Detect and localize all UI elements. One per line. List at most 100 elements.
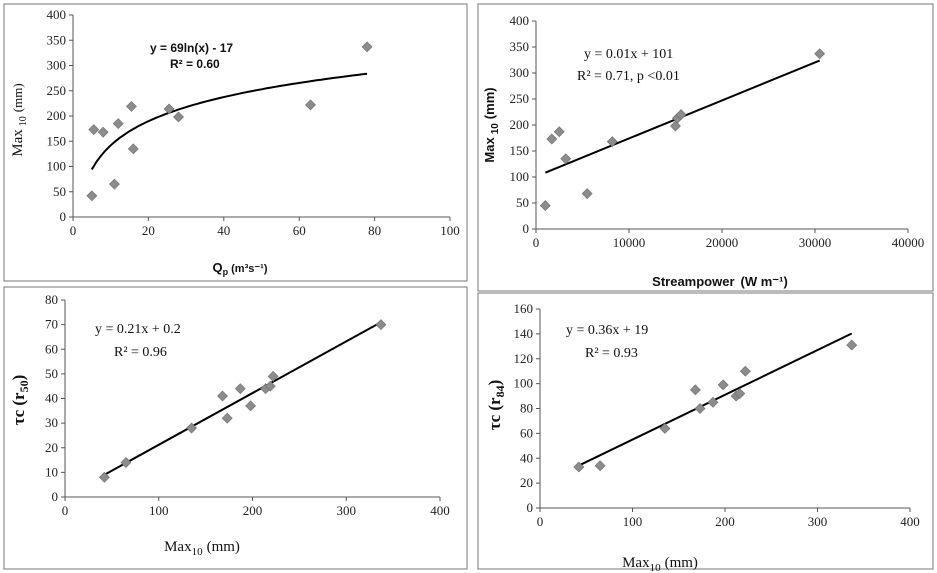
data-point [846,339,858,351]
chart-marks [86,41,373,202]
data-point [594,460,606,472]
y-tick-label: 20 [45,440,58,455]
x-axis-label: Max10 (mm) [622,555,698,573]
x-tick-label: 10000 [613,235,646,250]
y-tick-label: 150 [47,133,67,148]
data-point [112,118,124,129]
x-axis-label: Qp (m³s⁻¹) [213,260,268,277]
data-point [163,103,175,115]
data-point [98,471,110,483]
data-point [186,422,197,434]
data-point [97,126,109,138]
y-axis-label: Max10(mm) [10,83,29,156]
y-tick-label: 100 [510,169,530,184]
x-axis-label: Streampower (W m⁻¹) [652,274,788,289]
data-point [245,400,257,412]
x-tick-label: 80 [368,223,381,238]
x-tick-label: 0 [533,235,540,250]
x-tick-label: 40 [217,223,230,238]
data-point [86,190,98,202]
y-tick-label: 250 [510,91,530,106]
data-point [581,188,593,200]
chart-panel-3: y = 0.21x + 0.2 R² = 0.96 0 100 200 300 4000… [3,286,468,570]
data-point [221,412,233,424]
y-tick-label: 350 [47,32,67,47]
data-point [127,143,139,155]
data-point [670,120,681,132]
data-point [361,41,373,53]
data-point [375,319,387,331]
data-point [546,133,558,145]
x-axis-label: Max10 (mm) [164,539,240,558]
data-point [126,100,137,112]
data-point [734,388,746,399]
y-axis-label: τc (r50) [9,375,31,426]
y-tick-label: 150 [510,143,530,158]
y-tick-label: 20 [520,475,533,490]
y-tick-label: 70 [45,317,58,332]
data-point [707,396,719,408]
y-tick-label: 300 [510,65,530,80]
y-tick-label: 80 [520,401,533,416]
data-point [573,461,585,473]
y-tick-label: 160 [514,301,534,316]
y-tick-label: 40 [520,450,533,465]
data-point [109,178,120,190]
data-point [264,380,276,392]
x-tick-label: 300 [808,514,828,529]
chart-panel-2: y = 0.01x + 101 R² = 0.71, p <0.01 0 1000… [477,3,934,292]
panel-frame [477,292,934,570]
trend-line [90,72,368,171]
y-tick-label: 40 [45,391,58,406]
y-tick-label: 60 [45,341,58,356]
r-squared-label: R² = 0.60 [170,57,220,71]
x-tick-label: 60 [293,223,306,238]
trend-equation: y = 0.01x + 101 [584,47,673,62]
x-tick-label: 0 [537,514,544,529]
panel-frame [3,3,468,282]
x-tick-label: 0 [62,503,69,518]
y-tick-label: 0 [523,221,530,236]
y-tick-label: 0 [527,500,534,515]
chart-marks [539,48,826,212]
data-point [560,153,572,165]
data-point [675,109,687,121]
y-axis-label: τc (r84) [485,380,507,431]
y-tick-label: 400 [510,13,530,28]
trend-equation: y = 0.36x + 19 [566,323,648,338]
y-tick-label: 200 [47,108,67,123]
data-point [606,136,618,148]
x-tick-label: 400 [430,503,450,518]
data-point [234,383,246,395]
panel-frame [477,3,934,292]
x-tick-label: 200 [243,503,263,518]
r-squared-label: R² = 0.71, p <0.01 [577,69,680,84]
y-tick-label: 10 [45,464,58,479]
y-tick-label: 60 [520,425,533,440]
data-point [689,384,701,396]
y-tick-label: 400 [47,7,67,22]
data-point [717,379,729,391]
y-tick-label: 140 [514,326,534,341]
trend-equation: y = 69ln(x) - 17 [150,41,233,55]
axis-ticks: 0 100 200 300 400 0 20 40 60 80 100 120 140 160 [514,301,920,529]
data-point [120,457,132,468]
y-tick-label: 30 [45,415,58,430]
data-point [305,99,316,111]
x-tick-label: 20000 [706,235,739,250]
y-tick-label: 200 [510,117,530,132]
y-tick-label: 100 [514,376,534,391]
x-tick-label: 100 [440,223,460,238]
x-tick-label: 400 [900,514,920,529]
x-tick-label: 20 [142,223,155,238]
y-tick-label: 100 [47,159,67,174]
y-tick-label: 250 [47,83,67,98]
chart-marks [98,319,387,483]
panel-frame [3,286,468,570]
data-point [173,111,184,123]
data-point [553,126,565,138]
r-squared-label: R² = 0.96 [114,345,167,360]
data-point [739,365,751,377]
data-point [694,403,706,414]
